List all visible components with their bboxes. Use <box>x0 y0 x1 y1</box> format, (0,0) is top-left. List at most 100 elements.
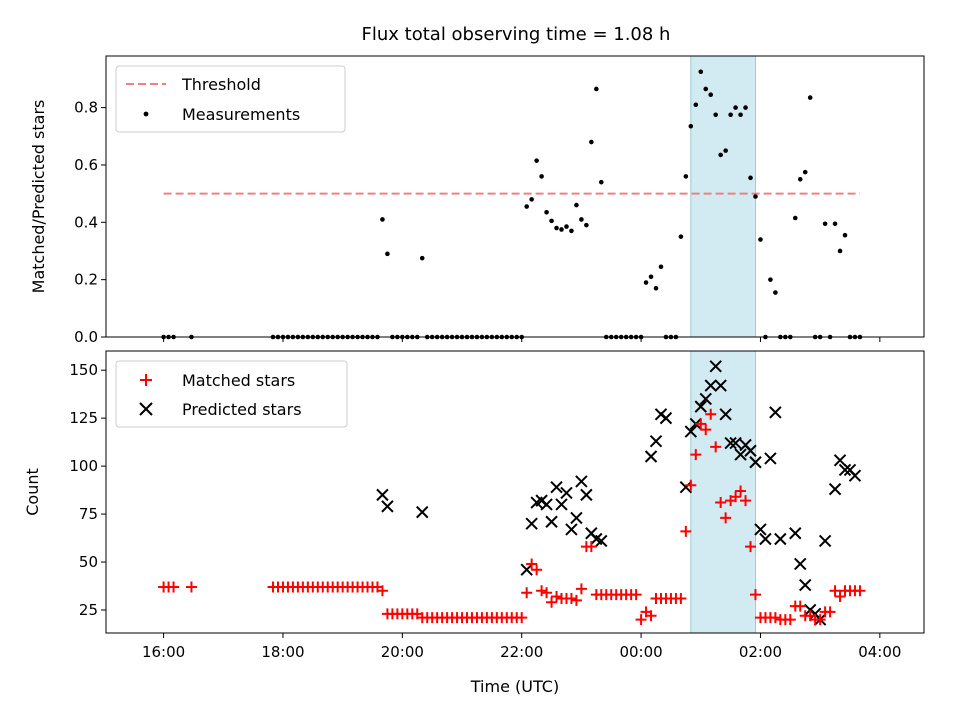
predicted-point <box>848 469 862 482</box>
predicted-point <box>545 515 558 528</box>
matched-point <box>720 512 732 524</box>
measurement-point <box>802 169 808 175</box>
matched-point <box>705 408 717 420</box>
matched-point <box>680 525 692 537</box>
matched-point <box>700 424 712 436</box>
measurement-point <box>837 248 843 254</box>
measurement-point <box>419 255 425 261</box>
top-y-axis: 0.0 0.2 0.4 0.6 0.8 <box>74 99 106 346</box>
measurement-point <box>748 175 753 181</box>
predicted-point <box>540 498 553 511</box>
predicted-point <box>744 444 757 457</box>
measurement-point <box>703 86 709 92</box>
matched-point <box>635 614 647 626</box>
matched-point <box>565 592 577 604</box>
measurement-point <box>678 234 684 239</box>
measurement-point <box>698 69 704 75</box>
matched-point <box>695 418 707 430</box>
matched-point <box>745 541 757 553</box>
predicted-point <box>659 411 673 425</box>
predicted-point <box>749 456 762 469</box>
legend-predicted-marker <box>139 402 153 416</box>
top-legend: Threshold Measurements <box>115 65 346 133</box>
matched-point <box>168 581 180 593</box>
matched-point <box>541 587 553 599</box>
x-tick-label: 16:00 <box>142 643 185 661</box>
measurement-point <box>688 123 694 129</box>
measurement-point <box>832 221 838 227</box>
matched-point <box>854 585 866 597</box>
top-y-tick-label: 0.2 <box>74 271 98 289</box>
predicted-point <box>833 454 847 467</box>
bottom-y-tick-label: 125 <box>69 409 98 427</box>
top-y-tick-label: 0.4 <box>74 213 98 231</box>
bottom-y-axis: 25 50 75 100 125 150 <box>69 361 106 619</box>
bottom-y-tick-label: 50 <box>79 553 98 571</box>
top-y-tick-label: 0.6 <box>74 156 98 174</box>
predicted-point <box>729 436 742 450</box>
measurement-point <box>738 112 743 118</box>
predicted-point <box>520 563 533 576</box>
predicted-point <box>759 532 772 546</box>
measurement-point <box>534 158 539 163</box>
predicted-point <box>734 448 747 461</box>
measurement-point <box>584 222 589 228</box>
predicted-point <box>704 379 717 392</box>
matched-point <box>730 491 742 503</box>
matched-point <box>551 591 563 603</box>
measurement-point <box>589 139 594 145</box>
predicted-point <box>416 505 429 519</box>
x-tick-label: 00:00 <box>619 643 662 661</box>
legend-matched-marker <box>140 374 152 386</box>
top-y-axis-label: Matched/Predicted stars <box>29 100 48 294</box>
measurement-point <box>559 227 564 232</box>
matched-point <box>710 441 722 453</box>
matched-point <box>645 610 657 622</box>
legend-predicted-label: Predicted stars <box>182 400 302 419</box>
measurement-point <box>758 237 763 242</box>
predicted-point <box>684 425 698 438</box>
measurement-point <box>544 209 549 215</box>
x-tick-label: 02:00 <box>739 643 782 661</box>
predicted-point <box>580 488 593 502</box>
matched-point <box>834 591 846 603</box>
measurement-point <box>579 217 584 222</box>
measurement-point <box>797 176 803 182</box>
predicted-point <box>644 450 658 463</box>
bottom-y-tick-label: 25 <box>79 601 98 619</box>
predicted-point <box>555 498 568 511</box>
predicted-points <box>376 360 862 626</box>
x-axis-label: Time (UTC) <box>470 677 559 696</box>
matched-points <box>158 408 866 626</box>
measurement-point <box>594 86 599 92</box>
matched-point <box>546 596 558 608</box>
measurement-point <box>768 277 773 282</box>
matched-point <box>630 589 642 601</box>
predicted-point <box>595 534 608 548</box>
matched-point <box>735 485 747 497</box>
measurement-point <box>653 285 659 291</box>
matched-point <box>814 614 826 626</box>
predicted-point <box>724 436 737 450</box>
measurement-point <box>743 105 748 110</box>
predicted-point <box>714 379 727 392</box>
matched-point <box>526 558 538 570</box>
measurement-point <box>524 204 529 209</box>
predicted-point <box>525 517 538 530</box>
legend-threshold-label: Threshold <box>181 75 261 94</box>
measurement-point <box>683 174 689 179</box>
measurement-point <box>842 232 848 238</box>
matched-point <box>185 581 197 593</box>
top-y-tick-label: 0.8 <box>74 99 98 117</box>
measurement-point <box>564 224 569 229</box>
matched-point <box>675 592 687 604</box>
predicted-point <box>570 511 583 525</box>
measurement-point <box>658 264 664 270</box>
measurement-point <box>554 225 559 231</box>
predicted-point <box>550 480 563 494</box>
predicted-point <box>769 406 782 419</box>
matched-point <box>531 564 543 576</box>
x-tick-label: 20:00 <box>381 643 424 661</box>
bottom-y-tick-label: 150 <box>69 361 98 379</box>
